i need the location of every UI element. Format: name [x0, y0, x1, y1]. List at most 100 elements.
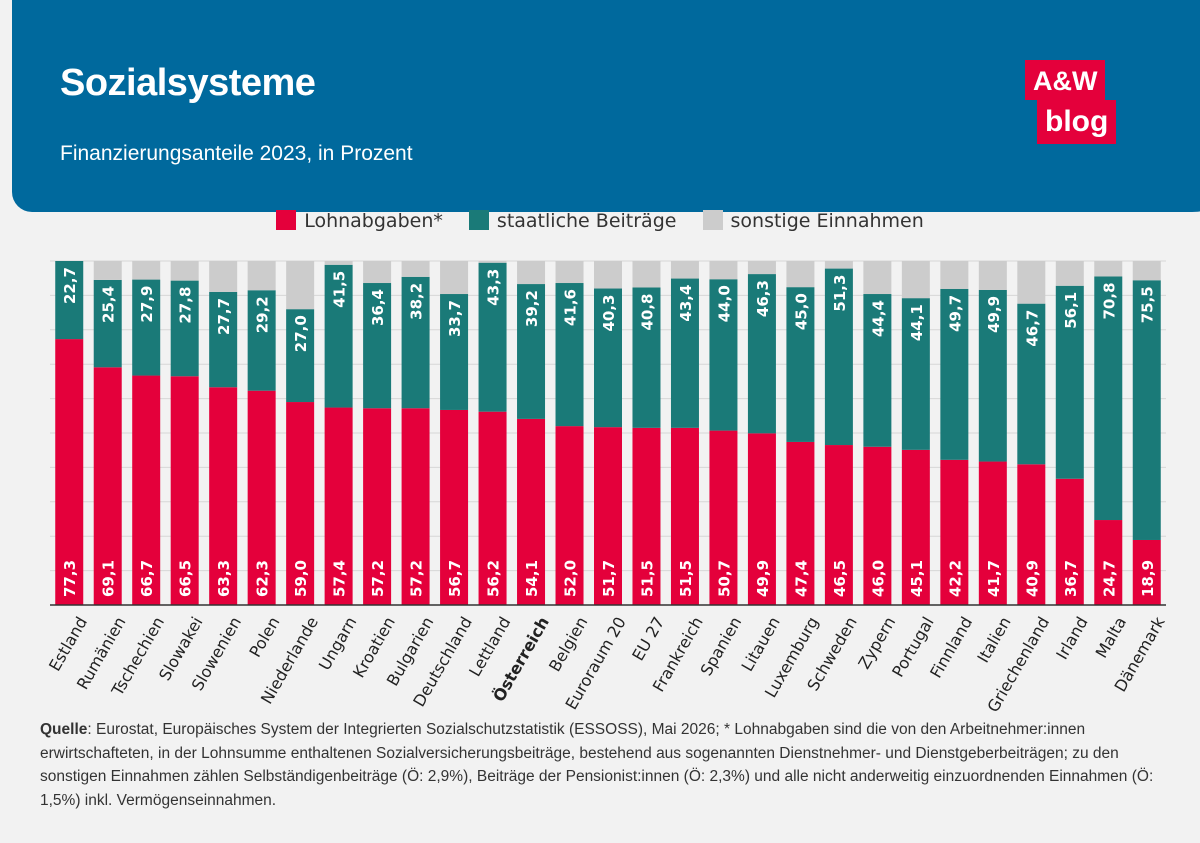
data-label: 40,8 [638, 293, 656, 330]
data-label: 57,4 [331, 560, 349, 597]
bar-segment-sonstige-einnahmen [863, 261, 892, 295]
bar-segment-lohnabgaben [555, 426, 584, 605]
data-label: 52,0 [562, 560, 580, 597]
data-label: 57,2 [369, 560, 387, 597]
bar-segment-sonstige-einnahmen [824, 261, 853, 269]
bar-segment-sonstige-einnahmen [132, 261, 161, 280]
data-label: 42,2 [946, 560, 964, 597]
bar-segment-sonstige-einnahmen [209, 261, 238, 292]
bar-segment-sonstige-einnahmen [1132, 261, 1161, 281]
bar-segment-sonstige-einnahmen [170, 261, 199, 281]
bar-segment-lohnabgaben [247, 390, 276, 605]
data-label: 51,3 [831, 275, 849, 312]
bar-segment-lohnabgaben [1055, 478, 1084, 605]
legend-swatch-staatliche-beitraege [468, 210, 489, 230]
bar-segment-sonstige-einnahmen [709, 261, 738, 280]
bar-segment-sonstige-einnahmen [940, 261, 969, 289]
legend-item-staatliche-beitraege: staatliche Beiträge [468, 210, 676, 232]
bar-segment-lohnabgaben [594, 427, 622, 605]
data-label: 49,9 [985, 296, 1003, 333]
bar-segment-staatliche-beitraege [247, 290, 276, 391]
data-label: 70,8 [1100, 282, 1118, 319]
bar-segment-lohnabgaben [517, 418, 546, 605]
x-tick-label: Polen [245, 614, 283, 661]
x-tick-label: Irland [1052, 614, 1091, 663]
legend-swatch-lohnabgaben [276, 210, 297, 230]
bar-segment-sonstige-einnahmen [632, 261, 661, 288]
bar-segment-lohnabgaben [209, 387, 238, 605]
data-label: 66,5 [177, 560, 195, 597]
data-label: 54,1 [523, 560, 541, 597]
bar-segment-lohnabgaben [670, 427, 699, 605]
bar-segment-staatliche-beitraege [670, 278, 699, 428]
data-label: 57,2 [408, 560, 426, 597]
bar-segment-sonstige-einnahmen [786, 261, 815, 288]
bar-segment-sonstige-einnahmen [517, 261, 546, 285]
data-label: 22,7 [61, 267, 79, 304]
page-title: Sozialsysteme [60, 62, 316, 104]
bar-segment-lohnabgaben [940, 459, 969, 605]
data-label: 46,3 [754, 280, 772, 317]
legend-item-sonstige-einnahmen: sonstige Einnahmen [702, 210, 924, 232]
data-label: 63,3 [215, 560, 233, 597]
bar-segment-lohnabgaben [824, 445, 853, 605]
bar-segment-sonstige-einnahmen [555, 261, 584, 284]
bar-segment-staatliche-beitraege [1017, 303, 1046, 465]
bar-segment-lohnabgaben [324, 407, 353, 605]
bar-segment-staatliche-beitraege [440, 294, 469, 410]
data-label: 56,7 [446, 560, 464, 597]
bar-segment-staatliche-beitraege [978, 289, 1007, 462]
data-label: 46,7 [1023, 310, 1041, 347]
bar-segment-staatliche-beitraege [824, 268, 853, 446]
bar-segment-sonstige-einnahmen [401, 261, 430, 277]
data-label: 44,1 [908, 304, 926, 341]
bar-segment-lohnabgaben [632, 427, 661, 605]
data-label: 24,7 [1100, 560, 1118, 597]
bar-segment-sonstige-einnahmen [93, 261, 122, 280]
bar-segment-staatliche-beitraege [786, 287, 815, 442]
bar-segment-lohnabgaben [286, 402, 315, 605]
bar-segment-lohnabgaben [93, 367, 122, 605]
data-label: 27,8 [177, 287, 195, 324]
bar-segment-lohnabgaben [478, 411, 507, 605]
source-text: : Eurostat, Europäisches System der Inte… [40, 721, 1154, 809]
bar-segment-staatliche-beitraege [1055, 285, 1084, 479]
data-label: 75,5 [1139, 286, 1157, 323]
data-label: 77,3 [61, 560, 79, 597]
stacked-bar-chart: 77,322,7Estland69,125,4Rumänien66,727,9T… [45, 260, 1169, 715]
bar-segment-sonstige-einnahmen [594, 261, 622, 289]
data-label: 41,7 [985, 560, 1003, 597]
source-note: Quelle: Eurostat, Europäisches System de… [40, 718, 1170, 812]
bar-segment-staatliche-beitraege [747, 274, 776, 434]
data-label: 62,3 [254, 560, 272, 597]
bar-segment-staatliche-beitraege [324, 264, 353, 408]
bar-segment-sonstige-einnahmen [286, 261, 315, 310]
data-label: 40,3 [600, 295, 618, 332]
data-label: 43,4 [677, 285, 695, 322]
data-label: 49,7 [946, 295, 964, 332]
bar-segment-staatliche-beitraege [594, 288, 622, 428]
data-label: 40,9 [1023, 560, 1041, 597]
data-label: 51,7 [600, 560, 618, 597]
bar-segment-lohnabgaben [55, 339, 84, 605]
data-label: 43,3 [485, 269, 503, 306]
bar-segment-lohnabgaben [901, 449, 930, 605]
bar-segment-lohnabgaben [1017, 464, 1046, 605]
aw-blog-logo[interactable]: A&W blog [1025, 60, 1135, 145]
bar-segment-sonstige-einnahmen [1017, 261, 1046, 304]
logo-bottom-text: blog [1037, 100, 1117, 144]
data-label: 27,9 [138, 286, 156, 323]
data-label: 56,1 [1062, 292, 1080, 329]
data-label: 46,0 [869, 560, 887, 597]
bar-segment-staatliche-beitraege [286, 309, 315, 403]
bar-segment-lohnabgaben [440, 409, 469, 605]
data-label: 44,0 [715, 285, 733, 322]
data-label: 45,1 [908, 560, 926, 597]
data-label: 56,2 [485, 560, 503, 597]
bar-segment-staatliche-beitraege [93, 279, 122, 368]
bar-segment-lohnabgaben [401, 408, 430, 605]
data-label: 59,0 [292, 560, 310, 597]
bar-segment-staatliche-beitraege [863, 294, 892, 447]
data-label: 27,0 [292, 315, 310, 352]
bar-segment-staatliche-beitraege [170, 280, 199, 377]
